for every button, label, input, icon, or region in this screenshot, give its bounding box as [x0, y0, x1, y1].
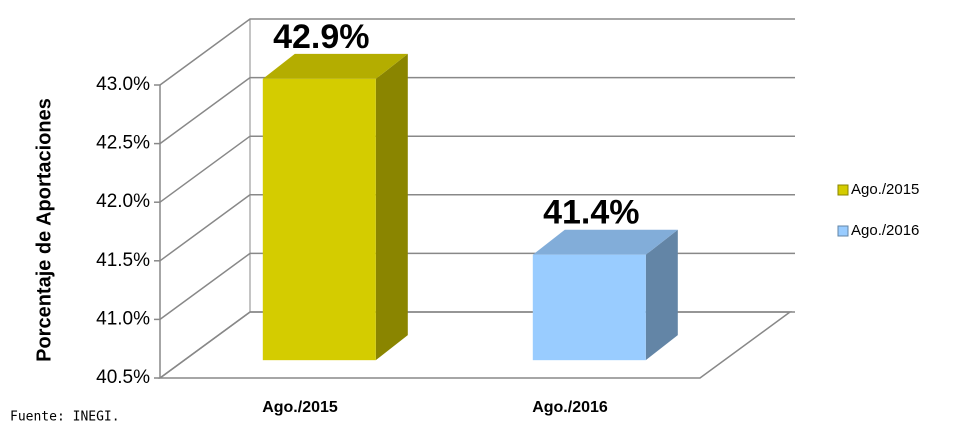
bar-top — [532, 229, 678, 255]
y-tick-label: 42.5% — [96, 133, 150, 154]
bar-top — [262, 53, 408, 79]
y-tick-label: 42.0% — [96, 191, 150, 212]
legend-label: Ago./2016 — [851, 222, 919, 239]
bar-side — [375, 53, 408, 361]
bar — [532, 254, 646, 361]
source-note: Fuente: INEGI. — [10, 410, 120, 425]
grid-line — [159, 76, 795, 145]
grid-line — [159, 135, 795, 203]
grid-line — [159, 18, 795, 86]
x-tick-label: Ago./2015 — [262, 399, 338, 416]
legend-swatch — [837, 225, 849, 237]
y-tick-label: 43.0% — [96, 74, 150, 95]
grid-line — [159, 194, 795, 262]
value-label: 41.4% — [543, 194, 639, 232]
bar-side — [645, 229, 678, 361]
value-label: 42.9% — [273, 18, 369, 56]
y-tick-label: 40.5% — [96, 367, 150, 388]
bar — [262, 78, 376, 361]
legend-swatch — [837, 184, 849, 196]
grid-line — [159, 311, 795, 379]
grid-line — [159, 252, 795, 321]
floor — [157, 311, 793, 379]
x-tick-label: Ago./2016 — [532, 399, 608, 416]
y-axis-label: Porcentaje de Aportaciones — [33, 98, 55, 362]
y-tick-label: 41.5% — [96, 250, 150, 271]
y-tick-label: 41.0% — [96, 308, 150, 329]
legend-label: Ago./2015 — [851, 181, 919, 198]
